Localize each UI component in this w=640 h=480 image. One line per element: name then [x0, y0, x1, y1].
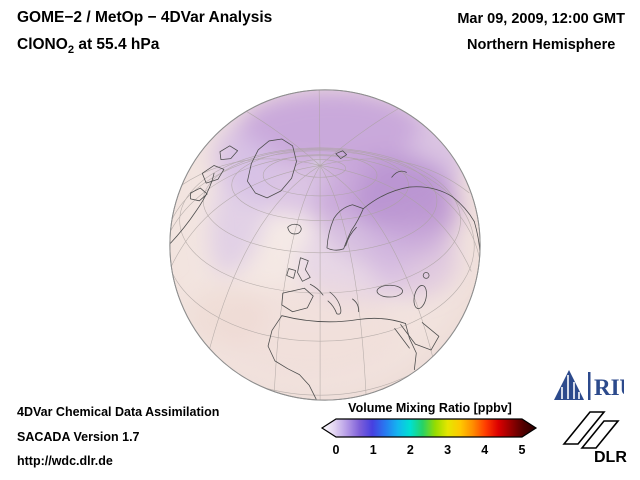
riu-text: RIU [594, 375, 624, 400]
globe-limb [169, 89, 481, 401]
plot-header-right: Mar 09, 2009, 12:00 GMT Northern Hemisph… [457, 11, 625, 53]
plot-datetime: Mar 09, 2009, 12:00 GMT [457, 11, 625, 27]
colorbar-tick-label: 5 [518, 443, 526, 457]
colorbar-ticks: 0 1 2 3 4 5 [330, 443, 528, 457]
colorbar [320, 418, 538, 438]
dlr-text: DLR [594, 449, 627, 466]
coastlines [169, 138, 481, 400]
assimilation-label: 4DVar Chemical Data Assimilation [17, 405, 220, 419]
riu-logo: RIU [554, 370, 624, 400]
hemisphere-globe [163, 83, 487, 407]
wdc-url-label: http://wdc.dlr.de [17, 454, 113, 468]
colorbar-tick-label: 3 [444, 443, 452, 457]
plot-header-left: GOME−2 / MetOp − 4DVar Analysis ClONO2 a… [17, 9, 272, 56]
plot-footer: 4DVar Chemical Data Assimilation SACADA … [17, 400, 219, 474]
colorbar-gradient-bar [320, 418, 538, 438]
graticule [169, 89, 481, 401]
hemisphere-label: Northern Hemisphere [467, 37, 616, 53]
species-level-label: ClONO2 at 55.4 hPa [17, 36, 160, 57]
data-field-overlay [189, 89, 468, 378]
colorbar-tick-label: 2 [406, 443, 414, 457]
colorbar-title: Volume Mixing Ratio [ppbv] [348, 401, 512, 415]
plot-title: GOME−2 / MetOp − 4DVar Analysis [17, 9, 273, 26]
colorbar-tick-label: 1 [369, 443, 377, 457]
dlr-wing-icon [562, 411, 620, 449]
dlr-logo: DLR [562, 411, 627, 466]
colorbar-tick-label: 4 [481, 443, 489, 457]
globe-svg [169, 89, 481, 401]
version-label: SACADA Version 1.7 [17, 429, 140, 444]
colorbar-tick-label: 0 [332, 443, 340, 457]
